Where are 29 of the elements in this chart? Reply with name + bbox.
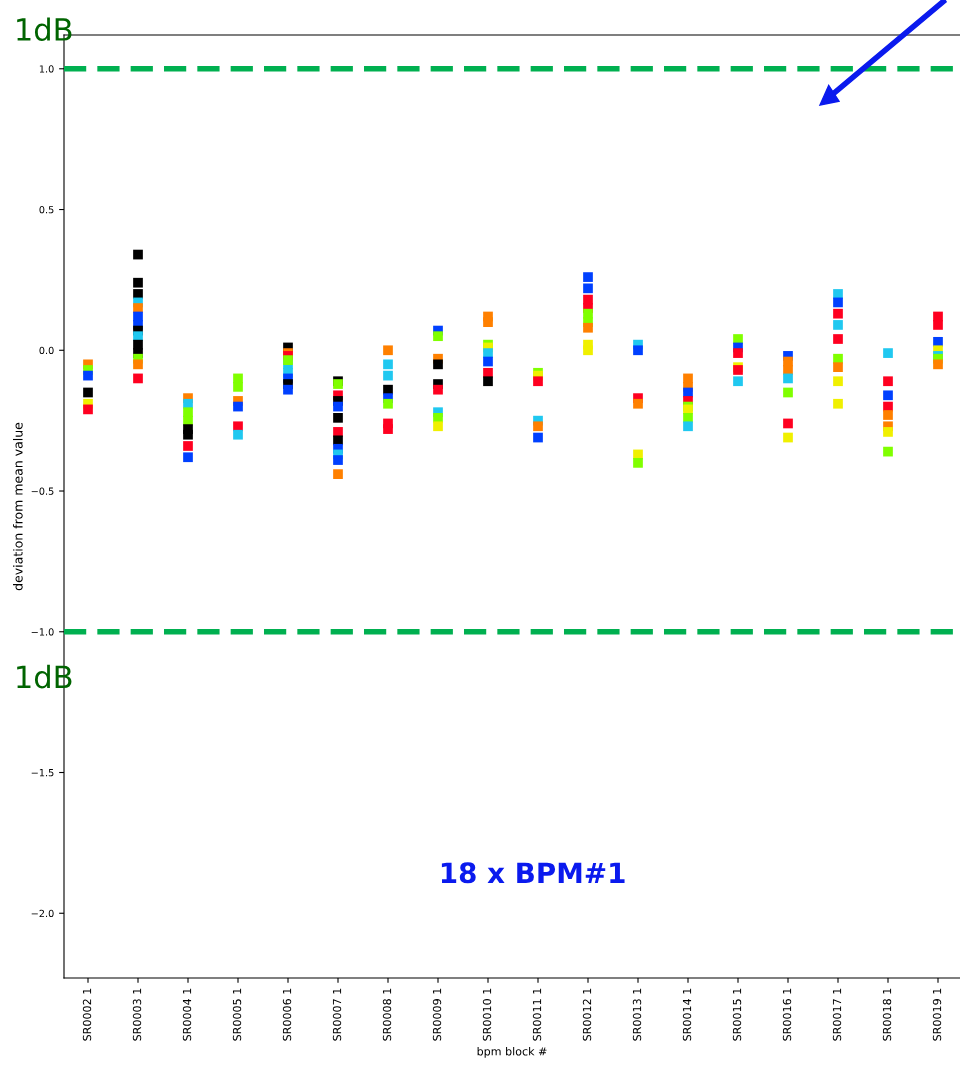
- annotation: 18 x BPM#1: [441, 862, 625, 884]
- x-tick-label: SR0019 1: [932, 988, 942, 1041]
- x-tick-label: SR0016 1: [782, 988, 792, 1041]
- x-tick-label: SR0002 1: [82, 988, 92, 1041]
- x-tick-label: SR0003 1: [132, 988, 142, 1041]
- ref-line-label: 1dB: [17, 17, 72, 42]
- x-tick-label: SR0012 1: [582, 988, 592, 1041]
- y-tick-label: −1.5: [31, 769, 54, 777]
- x-tick-label: SR0004 1: [182, 988, 192, 1041]
- x-tick-label: SR0018 1: [882, 988, 892, 1041]
- x-tick-label: SR0006 1: [282, 988, 292, 1041]
- x-tick-label: SR0013 1: [632, 988, 642, 1041]
- x-tick-label: SR0008 1: [382, 988, 392, 1041]
- y-tick-label: −1.0: [31, 628, 54, 636]
- y-tick-label: −2.0: [31, 909, 54, 918]
- x-tick-label: SR0005 1: [232, 988, 242, 1041]
- y-tick-label: −0.5: [31, 487, 54, 495]
- y-tick-label: 1.0: [39, 65, 54, 73]
- x-tick-label: SR0009 1: [432, 988, 442, 1041]
- x-tick-label: SR0007 1: [332, 988, 342, 1041]
- x-tick-label: SR0014 1: [682, 988, 692, 1041]
- y-axis-title: deviation from mean value: [13, 422, 23, 591]
- x-axis-title: bpm block #: [477, 1046, 547, 1058]
- x-tick-label: SR0017 1: [832, 988, 842, 1041]
- y-tick-label: 0.5: [39, 206, 54, 214]
- x-tick-label: SR0015 1: [732, 988, 742, 1041]
- x-tick-label: SR0011 1: [532, 988, 542, 1041]
- x-tick-label: SR0010 1: [482, 988, 492, 1041]
- y-tick-label: 0.0: [39, 346, 54, 355]
